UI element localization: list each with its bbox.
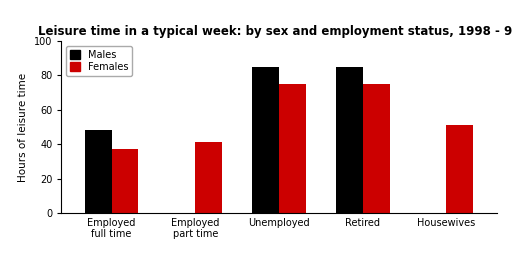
Y-axis label: Hours of leisure time: Hours of leisure time xyxy=(18,72,29,182)
Bar xyxy=(446,125,473,213)
Bar xyxy=(362,84,390,213)
Bar xyxy=(196,143,222,213)
Bar xyxy=(279,84,306,213)
Legend: Males, Females: Males, Females xyxy=(66,46,132,76)
Bar xyxy=(85,130,112,213)
Bar xyxy=(112,149,138,213)
Title: Leisure time in a typical week: by sex and employment status, 1998 - 99: Leisure time in a typical week: by sex a… xyxy=(38,25,512,38)
Bar xyxy=(336,67,362,213)
Bar xyxy=(252,67,279,213)
